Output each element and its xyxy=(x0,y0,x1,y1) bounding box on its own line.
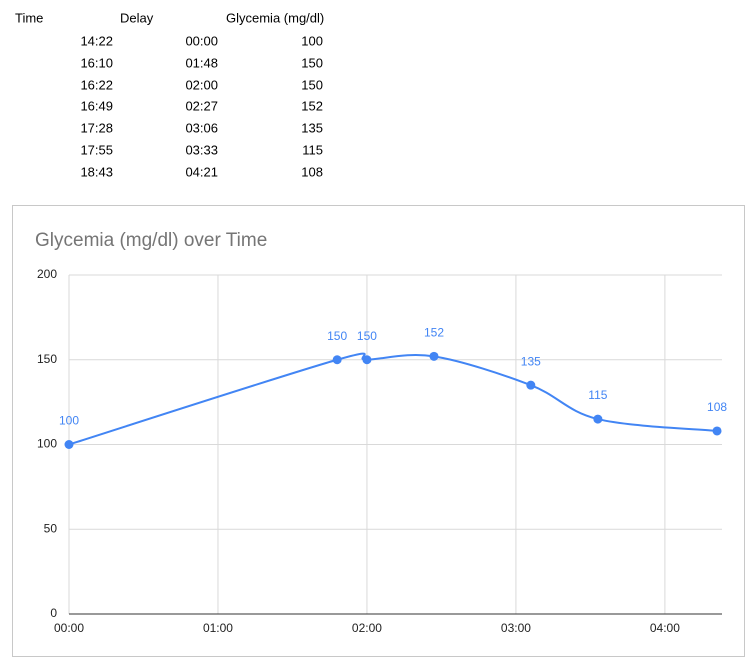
data-label: 152 xyxy=(424,326,444,340)
chart-title: Glycemia (mg/dl) over Time xyxy=(35,230,267,251)
table-cell: 108 xyxy=(301,164,323,179)
table-cell: 00:00 xyxy=(185,33,218,48)
x-tick-label: 02:00 xyxy=(352,621,382,635)
y-tick-label: 150 xyxy=(37,352,57,366)
data-label: 108 xyxy=(707,400,727,414)
y-tick-label: 100 xyxy=(37,437,57,451)
table-cell: 115 xyxy=(302,142,323,157)
table-cell: 01:48 xyxy=(185,55,218,70)
y-tick-label: 50 xyxy=(44,521,58,535)
table-cell: 14:22 xyxy=(80,33,113,48)
x-tick-label: 04:00 xyxy=(650,621,680,635)
data-label: 100 xyxy=(59,414,79,428)
column-header: Time xyxy=(15,10,43,25)
column-header: Delay xyxy=(120,10,154,25)
data-point xyxy=(64,440,74,449)
table-cell: 16:22 xyxy=(80,77,113,92)
data-point xyxy=(712,426,722,436)
table-cell: 150 xyxy=(301,77,323,92)
x-tick-label: 01:00 xyxy=(203,621,233,635)
table-cell: 16:49 xyxy=(80,98,113,113)
data-point xyxy=(362,355,372,365)
data-point xyxy=(593,414,603,424)
table-cell: 152 xyxy=(301,98,323,113)
data-label: 135 xyxy=(521,354,541,368)
data-point xyxy=(526,380,536,390)
data-label: 150 xyxy=(327,329,347,343)
y-tick-label: 200 xyxy=(37,267,57,281)
table-cell: 04:21 xyxy=(185,164,218,179)
table-cell: 18:43 xyxy=(80,164,113,179)
data-point xyxy=(332,355,342,365)
table-cell: 02:00 xyxy=(185,77,218,92)
table-cell: 03:06 xyxy=(185,120,218,135)
table-cell: 02:27 xyxy=(185,98,218,113)
table-cell: 17:28 xyxy=(80,120,113,135)
table-cell: 17:55 xyxy=(80,142,113,157)
data-point xyxy=(429,351,439,361)
x-tick-label: 03:00 xyxy=(501,621,531,635)
table-cell: 135 xyxy=(301,120,323,135)
y-tick-label: 0 xyxy=(50,606,57,620)
table-cell: 03:33 xyxy=(185,142,218,157)
x-tick-label: 00:00 xyxy=(54,621,84,635)
data-label: 150 xyxy=(357,329,377,343)
column-header: Glycemia (mg/dl) xyxy=(226,10,324,25)
table-cell: 150 xyxy=(301,55,323,70)
data-label: 115 xyxy=(588,388,607,402)
table-cell: 16:10 xyxy=(80,55,113,70)
table-cell: 100 xyxy=(301,33,323,48)
chart-frame xyxy=(12,205,745,657)
